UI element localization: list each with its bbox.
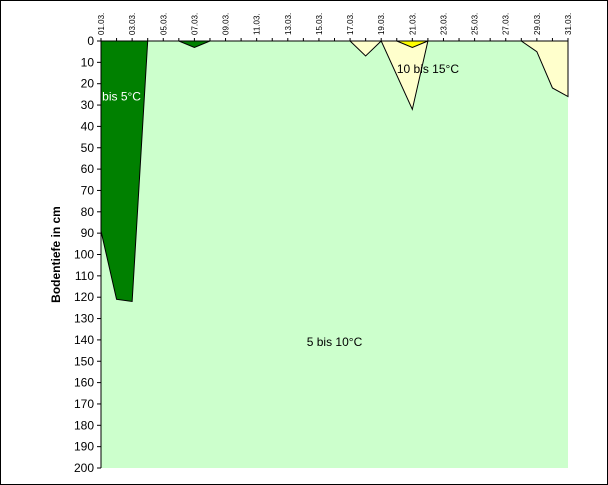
y-tick-label: 80 bbox=[81, 205, 95, 219]
y-tick-label: 130 bbox=[74, 312, 94, 326]
zone-label-3: 5 bis 10°C bbox=[307, 335, 363, 349]
x-axis: 01.03. 03.03. 05.03. 07.03. 09.03. 11.03. 13.0… bbox=[97, 13, 573, 42]
x-tick-label: 31.03. bbox=[564, 13, 573, 35]
y-tick-label: 20 bbox=[81, 77, 95, 91]
y-tick-label: 190 bbox=[74, 440, 94, 454]
x-tick-label: 17.03. bbox=[346, 13, 355, 35]
y-tick-label: 170 bbox=[74, 397, 94, 411]
y-tick-label: 110 bbox=[75, 269, 94, 283]
y-axis: 0 10 20 30 40 50 60 70 80 90 100 110 120 130 140 150 160… bbox=[74, 34, 102, 475]
y-tick-label: 40 bbox=[81, 119, 95, 133]
x-tick-label: 19.03. bbox=[377, 13, 386, 35]
x-tick-label: 23.03. bbox=[439, 13, 448, 35]
y-tick-label: 60 bbox=[81, 162, 95, 176]
y-tick-label: 30 bbox=[81, 98, 95, 112]
y-tick-label: 70 bbox=[81, 183, 95, 197]
y-tick-label: 160 bbox=[74, 376, 94, 390]
zone-annotations: 0 bis 5°C 10 bis 15°C 5 bis 10°C bbox=[92, 62, 459, 349]
x-tick-label: 03.03. bbox=[128, 13, 137, 35]
y-tick-label: 200 bbox=[74, 461, 94, 475]
y-tick-label: 100 bbox=[74, 248, 94, 262]
x-tick-label: 09.03. bbox=[222, 13, 231, 35]
x-tick-label: 27.03. bbox=[502, 13, 511, 35]
x-tick-label: 29.03. bbox=[533, 13, 542, 35]
y-tick-label: 120 bbox=[74, 290, 94, 304]
y-tick-label: 90 bbox=[81, 226, 95, 240]
y-tick-label: 50 bbox=[81, 141, 95, 155]
plot-area bbox=[101, 41, 568, 468]
y-axis-label: Bodentiefe in cm bbox=[49, 206, 63, 303]
x-tick-label: 15.03. bbox=[315, 13, 324, 35]
zone-label-2: 10 bis 15°C bbox=[397, 62, 460, 76]
x-tick-label: 25.03. bbox=[471, 13, 480, 35]
x-tick-label: 01.03. bbox=[97, 13, 106, 35]
x-tick-label: 07.03. bbox=[190, 13, 199, 35]
x-tick-label: 21.03. bbox=[408, 13, 417, 35]
x-tick-label: 11.03. bbox=[253, 13, 262, 35]
y-tick-label: 180 bbox=[74, 418, 94, 432]
y-tick-label: 0 bbox=[87, 34, 94, 48]
y-tick-label: 10 bbox=[81, 55, 95, 69]
y-tick-label: 140 bbox=[74, 333, 94, 347]
x-tick-label: 13.03. bbox=[284, 13, 293, 35]
zone-label-1: 0 bis 5°C bbox=[92, 90, 141, 104]
x-tick-label: 05.03. bbox=[159, 13, 168, 35]
y-tick-label: 150 bbox=[74, 354, 94, 368]
